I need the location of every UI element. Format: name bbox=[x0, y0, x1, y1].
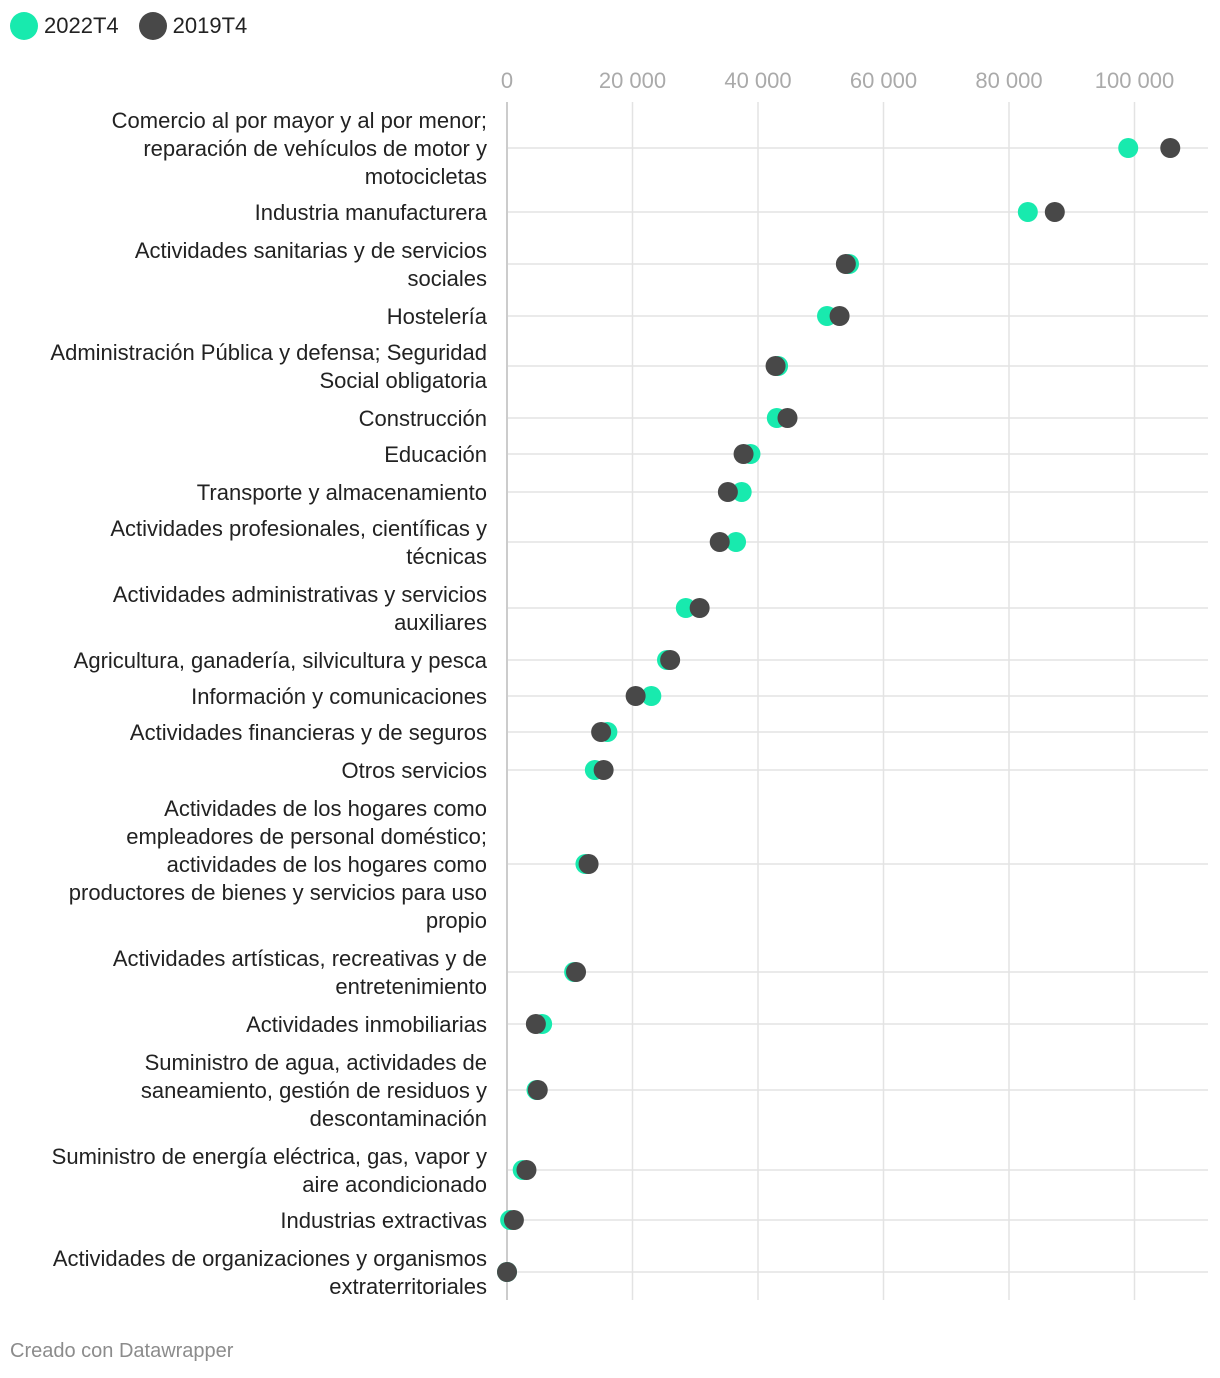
dot-2019t4[interactable] bbox=[829, 306, 850, 326]
dot-2019t4[interactable] bbox=[593, 760, 614, 780]
dot-2019t4[interactable] bbox=[503, 1210, 524, 1230]
category-label: Actividades financieras y de seguros bbox=[130, 720, 487, 745]
category-label: Actividades profesionales, científicas y… bbox=[110, 516, 487, 569]
category-label-line: Agricultura, ganadería, silvicultura y p… bbox=[74, 648, 488, 673]
dot-2019t4[interactable] bbox=[660, 650, 681, 670]
category-label-line: empleadores de personal doméstico; bbox=[126, 824, 487, 849]
dot-2022t4[interactable] bbox=[726, 532, 747, 552]
category-label: Transporte y almacenamiento bbox=[197, 480, 487, 505]
category-label-line: Industrias extractivas bbox=[280, 1208, 487, 1233]
category-label: Actividades sanitarias y de servicios soc… bbox=[135, 238, 487, 291]
footer-credit: Creado con Datawrapper bbox=[10, 1340, 234, 1362]
legend-label-2022t4: 2022T4 bbox=[44, 13, 119, 38]
category-label-line: Información y comunicaciones bbox=[191, 684, 487, 709]
category-label-line: Industria manufacturera bbox=[255, 200, 488, 225]
legend-item-2019t4[interactable]: 2019T4 bbox=[138, 12, 248, 40]
dot-2019t4[interactable] bbox=[1160, 138, 1181, 158]
dot-2022t4[interactable] bbox=[1017, 202, 1038, 222]
dot-2022t4[interactable] bbox=[675, 598, 696, 618]
category-label-line: extraterritoriales bbox=[329, 1274, 487, 1299]
x-tick-label: 0 bbox=[501, 68, 513, 93]
category-label-line: Actividades financieras y de seguros bbox=[130, 720, 487, 745]
category-label: Industrias extractivas bbox=[280, 1208, 487, 1233]
category-label-line: Educación bbox=[384, 442, 487, 467]
category-label: Actividades inmobiliarias bbox=[246, 1012, 487, 1037]
x-tick-label: 80 000 bbox=[975, 68, 1042, 93]
category-label-line: propio bbox=[426, 908, 487, 933]
category-label-line: Administración Pública y defensa; Seguri… bbox=[50, 340, 487, 365]
category-label-line: Suministro de agua, actividades de bbox=[145, 1050, 487, 1075]
legend-swatch-2019t4 bbox=[138, 12, 167, 40]
category-label: Educación bbox=[384, 442, 487, 467]
category-label: Industria manufacturera bbox=[255, 200, 488, 225]
category-label-line: Actividades de organizaciones y organism… bbox=[53, 1246, 487, 1271]
dot-2019t4[interactable] bbox=[1044, 202, 1065, 222]
dot-2019t4[interactable] bbox=[765, 356, 786, 376]
dot-2019t4[interactable] bbox=[525, 1014, 546, 1034]
category-label-line: Suministro de energía eléctrica, gas, va… bbox=[52, 1144, 487, 1169]
category-label-line: Actividades inmobiliarias bbox=[246, 1012, 487, 1037]
category-label-line: descontaminación bbox=[310, 1106, 487, 1131]
dot-2019t4[interactable] bbox=[527, 1080, 548, 1100]
dot-2019t4[interactable] bbox=[516, 1160, 537, 1180]
chart-legend: 2022T4 2019T4 bbox=[10, 12, 267, 40]
dot-2019t4[interactable] bbox=[566, 962, 587, 982]
dot-2019t4[interactable] bbox=[709, 532, 730, 552]
category-label-line: sociales bbox=[408, 266, 487, 291]
x-tick-label: 40 000 bbox=[724, 68, 791, 93]
dot-2019t4[interactable] bbox=[591, 722, 612, 742]
category-label-line: auxiliares bbox=[394, 610, 487, 635]
category-label: Agricultura, ganadería, silvicultura y p… bbox=[74, 648, 488, 673]
dot-2019t4[interactable] bbox=[689, 598, 710, 618]
dot-2019t4[interactable] bbox=[717, 482, 738, 502]
category-label: Actividades de los hogares como empleador… bbox=[69, 796, 487, 933]
category-label-line: motocicletas bbox=[365, 164, 487, 189]
category-label-line: Transporte y almacenamiento bbox=[197, 480, 487, 505]
dot-2022t4[interactable] bbox=[641, 686, 662, 706]
category-label-line: saneamiento, gestión de residuos y bbox=[141, 1078, 487, 1103]
x-tick-label: 60 000 bbox=[850, 68, 917, 93]
dot-2019t4[interactable] bbox=[625, 686, 646, 706]
category-label: Otros servicios bbox=[342, 758, 487, 783]
category-label-line: Otros servicios bbox=[342, 758, 487, 783]
category-label-line: Actividades sanitarias y de servicios bbox=[135, 238, 487, 263]
category-label-line: Social obligatoria bbox=[319, 368, 487, 393]
category-label-line: actividades de los hogares como bbox=[167, 852, 487, 877]
x-tick-label: 20 000 bbox=[599, 68, 666, 93]
category-label: Suministro de agua, actividades de saneam… bbox=[141, 1050, 487, 1131]
category-label-line: Actividades de los hogares como bbox=[164, 796, 487, 821]
category-label-line: productores de bienes y servicios para u… bbox=[69, 880, 487, 905]
category-label-line: técnicas bbox=[406, 544, 487, 569]
category-label: Actividades administrativas y servicios a… bbox=[113, 582, 487, 635]
category-label-line: Actividades profesionales, científicas y bbox=[110, 516, 487, 541]
legend-label-2019t4: 2019T4 bbox=[172, 13, 248, 38]
dot-2019t4[interactable] bbox=[733, 444, 754, 464]
dot-2019t4[interactable] bbox=[835, 254, 856, 274]
category-label: Comercio al por mayor y al por menor; rep… bbox=[112, 108, 487, 189]
category-label-line: Comercio al por mayor y al por menor; bbox=[112, 108, 487, 133]
category-label: Información y comunicaciones bbox=[191, 684, 487, 709]
legend-item-2022t4[interactable]: 2022T4 bbox=[10, 12, 119, 40]
dot-2019t4[interactable] bbox=[777, 408, 798, 428]
x-tick-label: 100 000 bbox=[1095, 68, 1175, 93]
category-label: Suministro de energía eléctrica, gas, va… bbox=[52, 1144, 487, 1197]
category-label: Construcción bbox=[359, 406, 487, 431]
dot-2019t4[interactable] bbox=[497, 1262, 517, 1282]
category-label-line: Actividades administrativas y servicios bbox=[113, 582, 487, 607]
dot-2022t4[interactable] bbox=[731, 482, 752, 502]
category-label: Actividades artísticas, recreativas y de… bbox=[113, 946, 487, 999]
category-label-line: Construcción bbox=[359, 406, 487, 431]
category-label-line: aire acondicionado bbox=[302, 1172, 487, 1197]
dot-2019t4[interactable] bbox=[578, 854, 599, 874]
category-label: Actividades de organizaciones y organism… bbox=[53, 1246, 487, 1299]
dot-2022t4[interactable] bbox=[1118, 138, 1139, 158]
category-label-line: Hostelería bbox=[387, 304, 488, 329]
category-label: Hostelería bbox=[387, 304, 488, 329]
category-label-line: entretenimiento bbox=[335, 974, 487, 999]
category-label-line: Actividades artísticas, recreativas y de bbox=[113, 946, 487, 971]
category-label-line: reparación de vehículos de motor y bbox=[143, 136, 487, 161]
category-label: Administración Pública y defensa; Seguri… bbox=[50, 340, 487, 393]
legend-swatch-2022t4 bbox=[10, 12, 38, 40]
